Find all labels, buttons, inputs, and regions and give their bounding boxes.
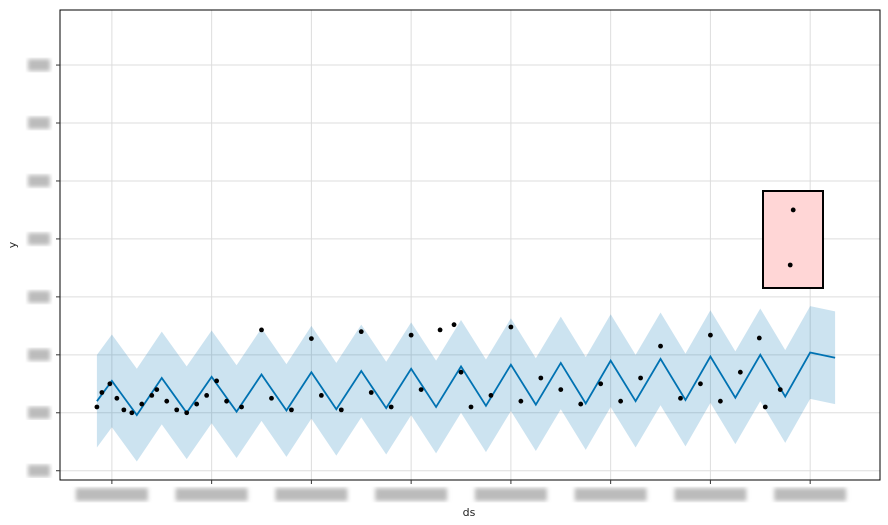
data-point (756, 335, 762, 341)
y-tick-label-blurred (28, 117, 50, 130)
x-axis-label: ds (463, 506, 476, 519)
data-point (737, 369, 743, 375)
data-point (717, 398, 723, 404)
data-point (488, 392, 494, 398)
data-point (204, 392, 210, 398)
data-point (99, 390, 105, 395)
y-tick-label-blurred (28, 464, 50, 477)
data-point (678, 395, 683, 401)
x-tick-label-blurred (774, 488, 847, 501)
y-tick-label-blurred (28, 59, 50, 72)
y-tick-label-blurred (28, 232, 50, 245)
y-axis-label: y (6, 241, 19, 248)
data-point (787, 262, 793, 268)
x-tick-label-blurred (75, 488, 148, 501)
data-point (418, 387, 424, 392)
data-point (598, 381, 604, 387)
data-point (698, 381, 703, 387)
data-point (121, 407, 127, 413)
data-point (184, 410, 190, 416)
data-point (114, 395, 120, 401)
data-point (107, 381, 113, 387)
data-point (214, 378, 220, 384)
data-point (239, 404, 244, 410)
data-point (358, 329, 364, 335)
y-tick-label-blurred (28, 290, 50, 303)
data-point (451, 322, 457, 328)
data-point (408, 332, 414, 338)
uncertainty-band (96, 306, 836, 462)
data-point (368, 390, 374, 395)
data-point (94, 404, 100, 410)
x-tick-label-blurred (474, 488, 547, 501)
data-point (259, 327, 264, 333)
plot-area (60, 10, 880, 480)
data-point (578, 401, 584, 407)
data-point (638, 375, 643, 381)
data-point (618, 398, 624, 404)
x-tick-label-blurred (175, 488, 248, 501)
x-tick-label-blurred (674, 488, 747, 501)
data-point (338, 407, 344, 413)
data-point (558, 387, 564, 392)
data-point (762, 404, 768, 410)
data-point (149, 392, 155, 398)
data-point (139, 401, 145, 407)
data-point (538, 375, 544, 381)
x-tick-label-blurred (574, 488, 647, 501)
data-point (468, 404, 474, 410)
data-point (518, 398, 524, 404)
data-point (708, 332, 713, 338)
data-point (388, 404, 394, 410)
data-point (318, 392, 324, 398)
data-point (194, 401, 200, 407)
data-point (458, 369, 464, 375)
data-point (154, 387, 160, 392)
data-point (224, 398, 229, 404)
y-tick-label-blurred (28, 406, 50, 419)
data-point (777, 387, 783, 392)
data-point (790, 207, 796, 213)
plot-frame (59, 9, 881, 481)
x-tick-label-blurred (275, 488, 348, 501)
y-tick-label-blurred (28, 174, 50, 187)
data-point (174, 407, 180, 413)
data-point (164, 398, 170, 404)
forecast-line (96, 351, 836, 417)
data-point (269, 395, 274, 401)
data-point (508, 324, 514, 330)
data-point (129, 410, 135, 416)
y-tick-label-blurred (28, 348, 50, 361)
data-point (437, 327, 443, 333)
x-tick-label-blurred (375, 488, 448, 501)
data-point (658, 343, 663, 349)
points (94, 207, 796, 416)
data-point (289, 407, 294, 413)
highlight-box (762, 190, 824, 289)
data-point (308, 336, 314, 341)
